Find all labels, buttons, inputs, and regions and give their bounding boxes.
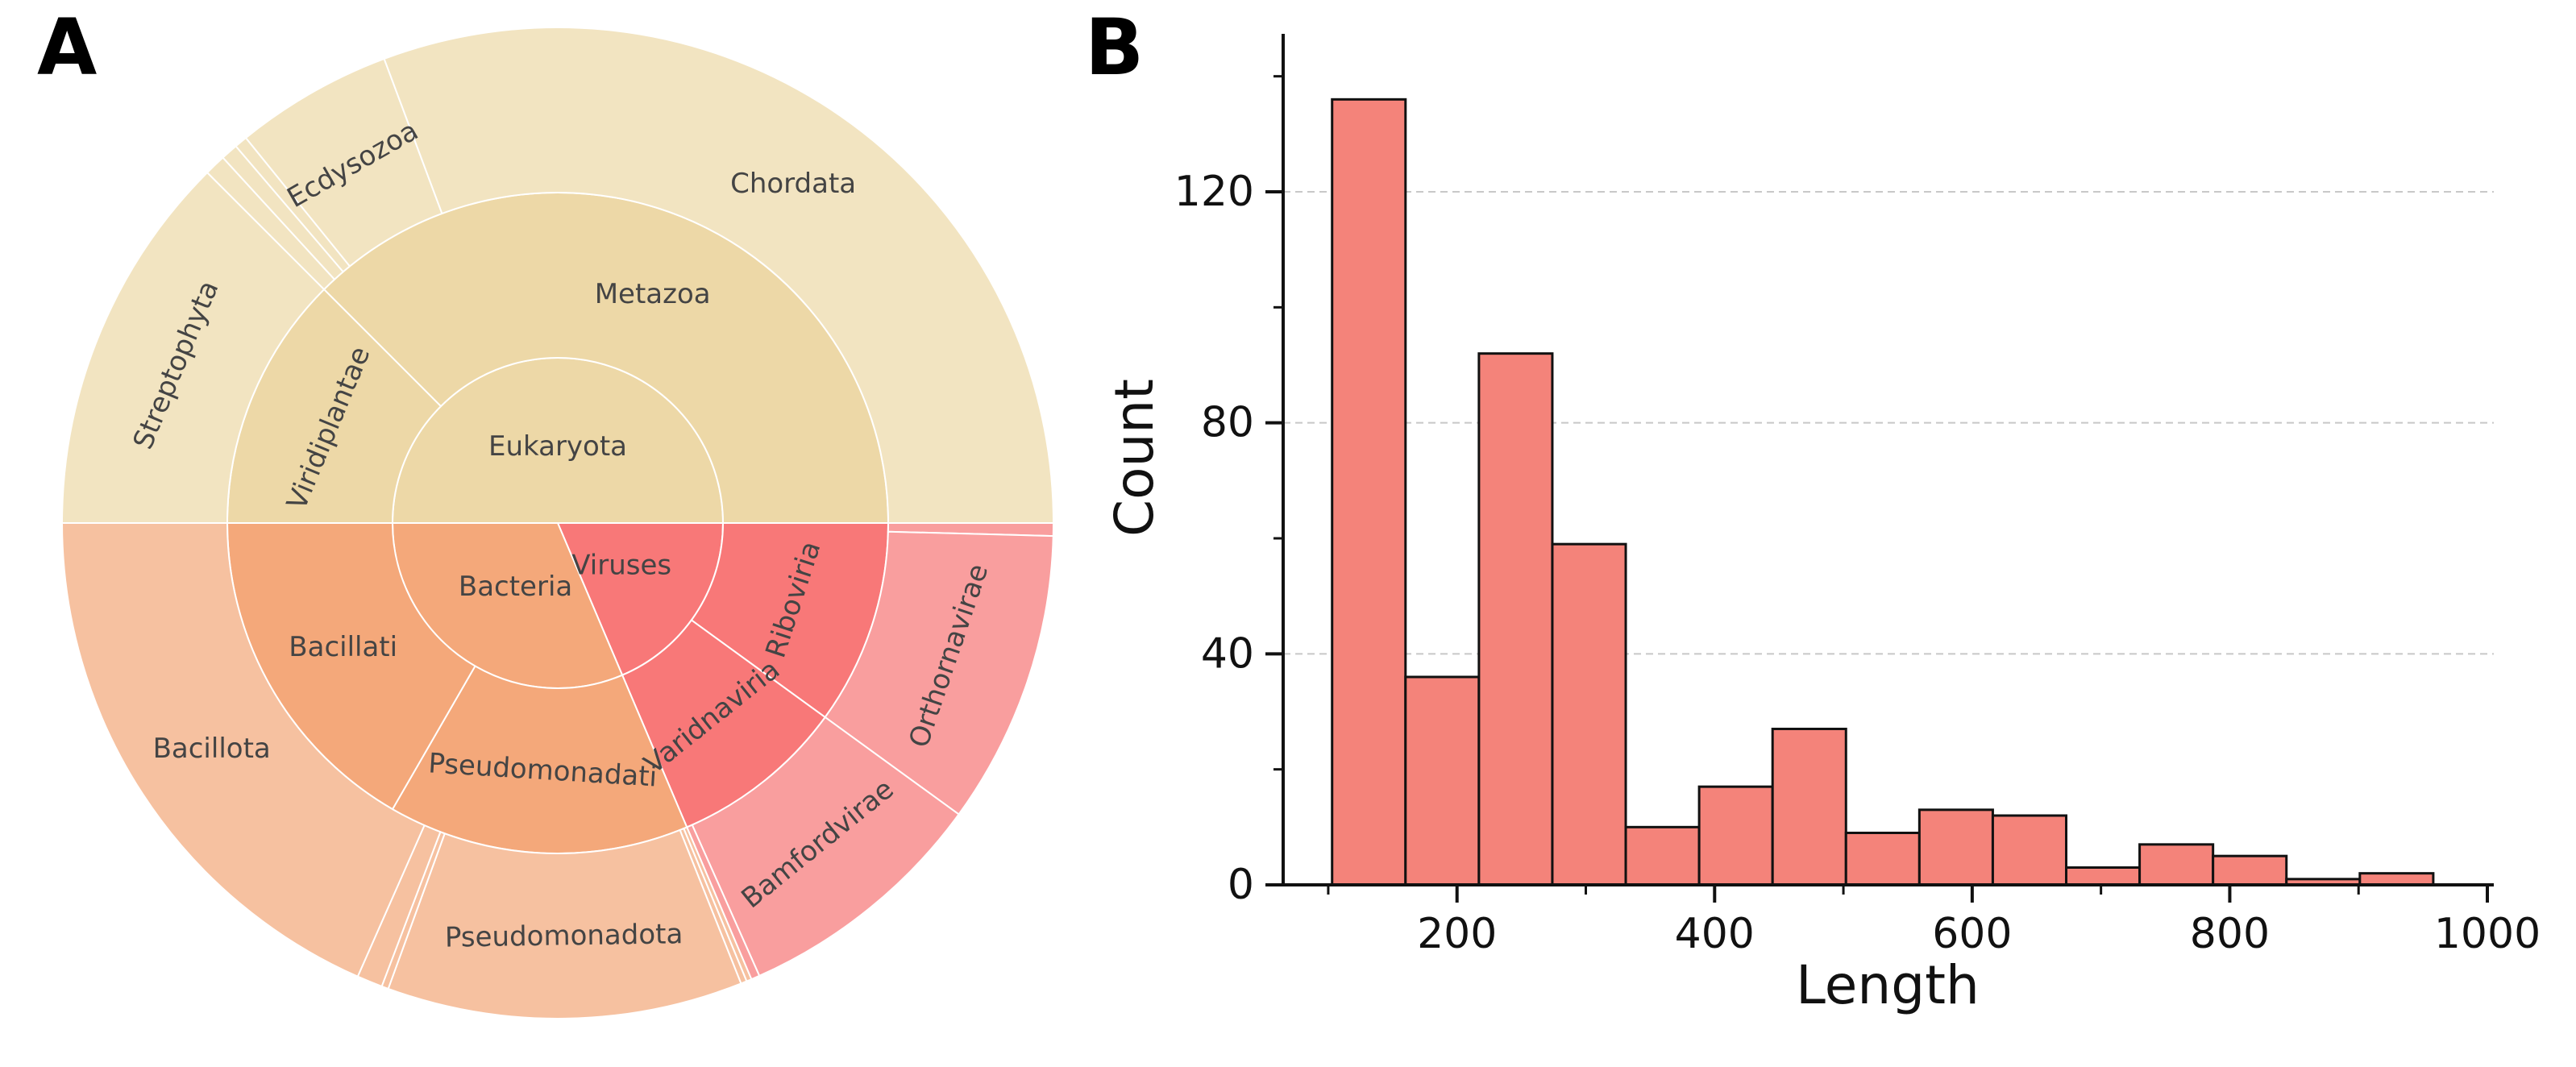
sunburst-segment-chordata [383,27,1055,524]
histogram-bar [2212,854,2288,886]
histogram-bar [1917,808,1994,886]
histogram-bars [1331,98,2435,886]
histogram-bar [1551,542,1627,886]
sunburst-label-viruses: Viruses [571,549,671,581]
histogram-bar [1697,785,1774,886]
x-tick-label: 800 [2190,910,2270,958]
y-axis-title: Count [1103,379,1165,537]
histogram-bar [1991,814,2068,886]
histogram-bar [1404,675,1481,886]
histogram-bar [2358,872,2435,886]
histogram-bar [2065,866,2142,886]
histogram-bar [2138,843,2215,886]
x-tick-label: 1000 [2434,910,2541,958]
histogram-bar [1771,728,1847,886]
sunburst-segment-bacillota [60,522,426,978]
histogram-bar [1844,832,1921,886]
y-tick-label: 40 [1201,629,1254,678]
histogram-bar [1331,98,1407,886]
x-tick-label: 600 [1932,910,2012,958]
histogram-chart: 0 40 80 120 200 400 600 800 1000 Length Count [1103,34,2541,1016]
y-tick-label: 80 [1201,399,1254,447]
sunburst-label-metazoa: Metazoa [595,278,711,310]
y-gridlines [1283,191,2494,655]
histogram-axes: 0 40 80 120 200 400 600 800 1000 [1174,34,2541,958]
sunburst-label-bacteria: Bacteria [459,571,572,603]
sunburst-segments [60,27,1055,1019]
x-tick-label: 200 [1417,910,1497,958]
sunburst-label-bacillota: Bacillota [153,733,271,765]
panel-a-label: A [37,2,97,93]
sunburst-chart: EukaryotaVirusesBacteriaViridiplantaeMet… [60,27,1055,1019]
sunburst-label-pseudomonadota: Pseudomonadota [445,918,683,953]
sunburst-label-bacillati: Bacillati [289,631,397,663]
panel-b-label: B [1085,2,1144,93]
sunburst-label-eukaryota: Eukaryota [488,430,627,463]
y-tick-label: 0 [1228,861,1254,909]
histogram-bar [1477,352,1554,886]
sunburst-label-chordata: Chordata [730,168,856,200]
histogram-bar [1624,825,1701,886]
y-tick-label: 120 [1174,168,1254,216]
x-axis-title: Length [1796,954,1980,1016]
x-tick-label: 400 [1675,910,1755,958]
